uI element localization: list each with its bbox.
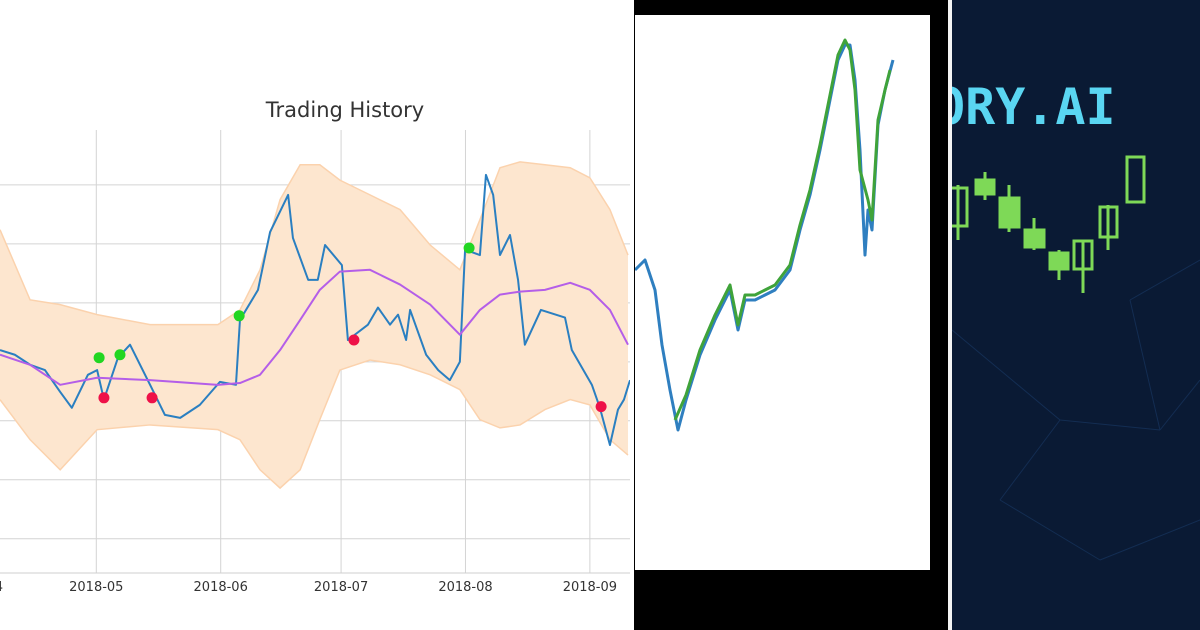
chart-title: Trading History <box>265 98 424 122</box>
trade-marker <box>463 242 475 254</box>
x-tick-label: 2018-04 <box>0 580 3 595</box>
plot-area <box>0 130 630 573</box>
x-tick-label: 2018-07 <box>314 580 368 595</box>
line-series <box>673 38 892 421</box>
band-edge <box>0 161 629 326</box>
x-tick-label: 2018-06 <box>194 580 248 595</box>
logo-background <box>952 0 1200 630</box>
trade-marker <box>146 392 158 404</box>
line-series <box>0 268 629 386</box>
logo-text: ORY.AI <box>935 78 1116 136</box>
middle-panel <box>635 15 930 570</box>
network-lines <box>952 259 1200 561</box>
trade-marker <box>233 310 245 322</box>
trade-marker <box>114 349 126 361</box>
trade-marker <box>93 352 105 364</box>
plot-area <box>635 38 895 432</box>
chart: 2018-04 2018-05 2018-06 2018-07 2018-08 2018-… <box>0 98 630 595</box>
band-edge <box>0 359 629 490</box>
trade-marker <box>98 392 110 404</box>
divider <box>948 0 952 630</box>
trade-marker <box>595 401 607 413</box>
logo-panel: ORY.AI <box>935 0 1200 630</box>
x-tick-label: 2018-05 <box>69 580 123 595</box>
trade-marker <box>348 334 360 346</box>
candles <box>952 155 1146 293</box>
x-tick-label: 2018-09 <box>563 580 617 595</box>
chart <box>635 38 895 432</box>
line-series <box>0 173 630 446</box>
line-series <box>635 43 895 432</box>
x-tick-label: 2018-08 <box>438 580 492 595</box>
